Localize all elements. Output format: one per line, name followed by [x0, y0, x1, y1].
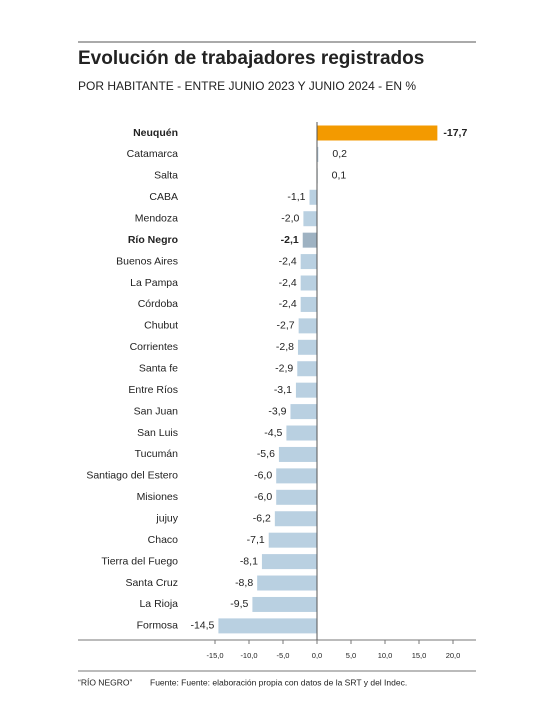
bar [276, 468, 317, 484]
category-label: Chubut [144, 320, 178, 332]
value-label: -2,4 [279, 277, 297, 289]
value-label: -2,7 [277, 320, 295, 332]
category-label: Buenos Aires [116, 255, 178, 267]
bar [300, 296, 317, 312]
bar [268, 532, 317, 548]
bar [317, 146, 319, 162]
value-label: -2,4 [279, 298, 297, 310]
x-tick-label: -5,0 [277, 651, 290, 660]
category-label: San Juan [134, 405, 179, 417]
category-label: Tierra del Fuego [101, 555, 178, 567]
value-label: -2,4 [279, 255, 297, 267]
bar [298, 318, 317, 334]
value-label: -8,1 [240, 555, 258, 567]
x-tick-label: 20,0 [446, 651, 461, 660]
chart-title: Evolución de trabajadores registrados [78, 48, 424, 69]
bar [257, 575, 317, 591]
bar [303, 211, 317, 227]
bar [261, 554, 317, 570]
value-label: -6,0 [254, 470, 272, 482]
category-label: La Pampa [130, 277, 178, 289]
bar [309, 189, 317, 205]
footer-note: “RÍO NEGRO” [78, 677, 132, 687]
value-label: -7,1 [247, 534, 265, 546]
category-label: San Luis [137, 427, 178, 439]
bar [278, 446, 317, 462]
value-label: -3,9 [268, 405, 286, 417]
bar [302, 232, 317, 248]
value-label: -6,0 [254, 491, 272, 503]
bar [295, 382, 317, 398]
bar [300, 254, 317, 270]
value-label: -2,8 [276, 341, 294, 353]
bar [317, 125, 438, 141]
x-tick-label: 10,0 [378, 651, 393, 660]
value-label: -2,1 [281, 234, 299, 246]
category-label: Córdoba [138, 298, 178, 310]
value-label: -9,5 [230, 598, 248, 610]
value-label: -8,8 [235, 577, 253, 589]
bar [297, 339, 317, 355]
x-tick-label: 15,0 [412, 651, 427, 660]
value-label: -6,2 [253, 513, 271, 525]
category-label: Formosa [137, 620, 179, 632]
x-tick-label: -10,0 [240, 651, 257, 660]
value-label: -4,5 [264, 427, 282, 439]
category-label: Entre Ríos [128, 384, 178, 396]
bar [290, 404, 317, 420]
category-label: Neuquén [133, 127, 178, 139]
category-label: jujuy [155, 513, 178, 525]
value-label: -3,1 [274, 384, 292, 396]
value-label: -14,5 [190, 620, 214, 632]
bar [286, 425, 317, 441]
value-label: -17,7 [443, 127, 467, 139]
category-label: Tucumán [135, 448, 179, 460]
x-tick-label: 0,0 [312, 651, 322, 660]
bar [252, 596, 317, 612]
category-label: Misiones [137, 491, 178, 503]
value-label: 0,2 [332, 148, 347, 160]
bar [274, 511, 317, 527]
bar [300, 275, 317, 291]
value-label: -5,6 [257, 448, 275, 460]
bar [276, 489, 317, 505]
value-label: 0,1 [332, 170, 347, 182]
x-tick-label: 5,0 [346, 651, 356, 660]
category-label: Salta [154, 170, 178, 182]
category-label: CABA [149, 191, 178, 203]
category-label: Río Negro [128, 234, 178, 246]
bar [297, 361, 317, 377]
value-label: -2,0 [281, 213, 299, 225]
category-label: Santa Cruz [125, 577, 178, 589]
category-label: Catamarca [127, 148, 179, 160]
category-label: Santa fe [139, 363, 178, 375]
chart-subtitle: POR HABITANTE - ENTRE JUNIO 2023 Y JUNIO… [78, 79, 416, 93]
x-tick-label: -15,0 [206, 651, 223, 660]
category-label: La Rioja [139, 598, 178, 610]
value-label: -2,9 [275, 363, 293, 375]
category-label: Mendoza [135, 213, 178, 225]
category-label: Corrientes [130, 341, 178, 353]
category-label: Santiago del Estero [86, 470, 178, 482]
category-label: Chaco [148, 534, 179, 546]
bar [218, 618, 317, 634]
value-label: -1,1 [287, 191, 305, 203]
source: Fuente: Fuente: elaboración propia con d… [150, 677, 407, 687]
